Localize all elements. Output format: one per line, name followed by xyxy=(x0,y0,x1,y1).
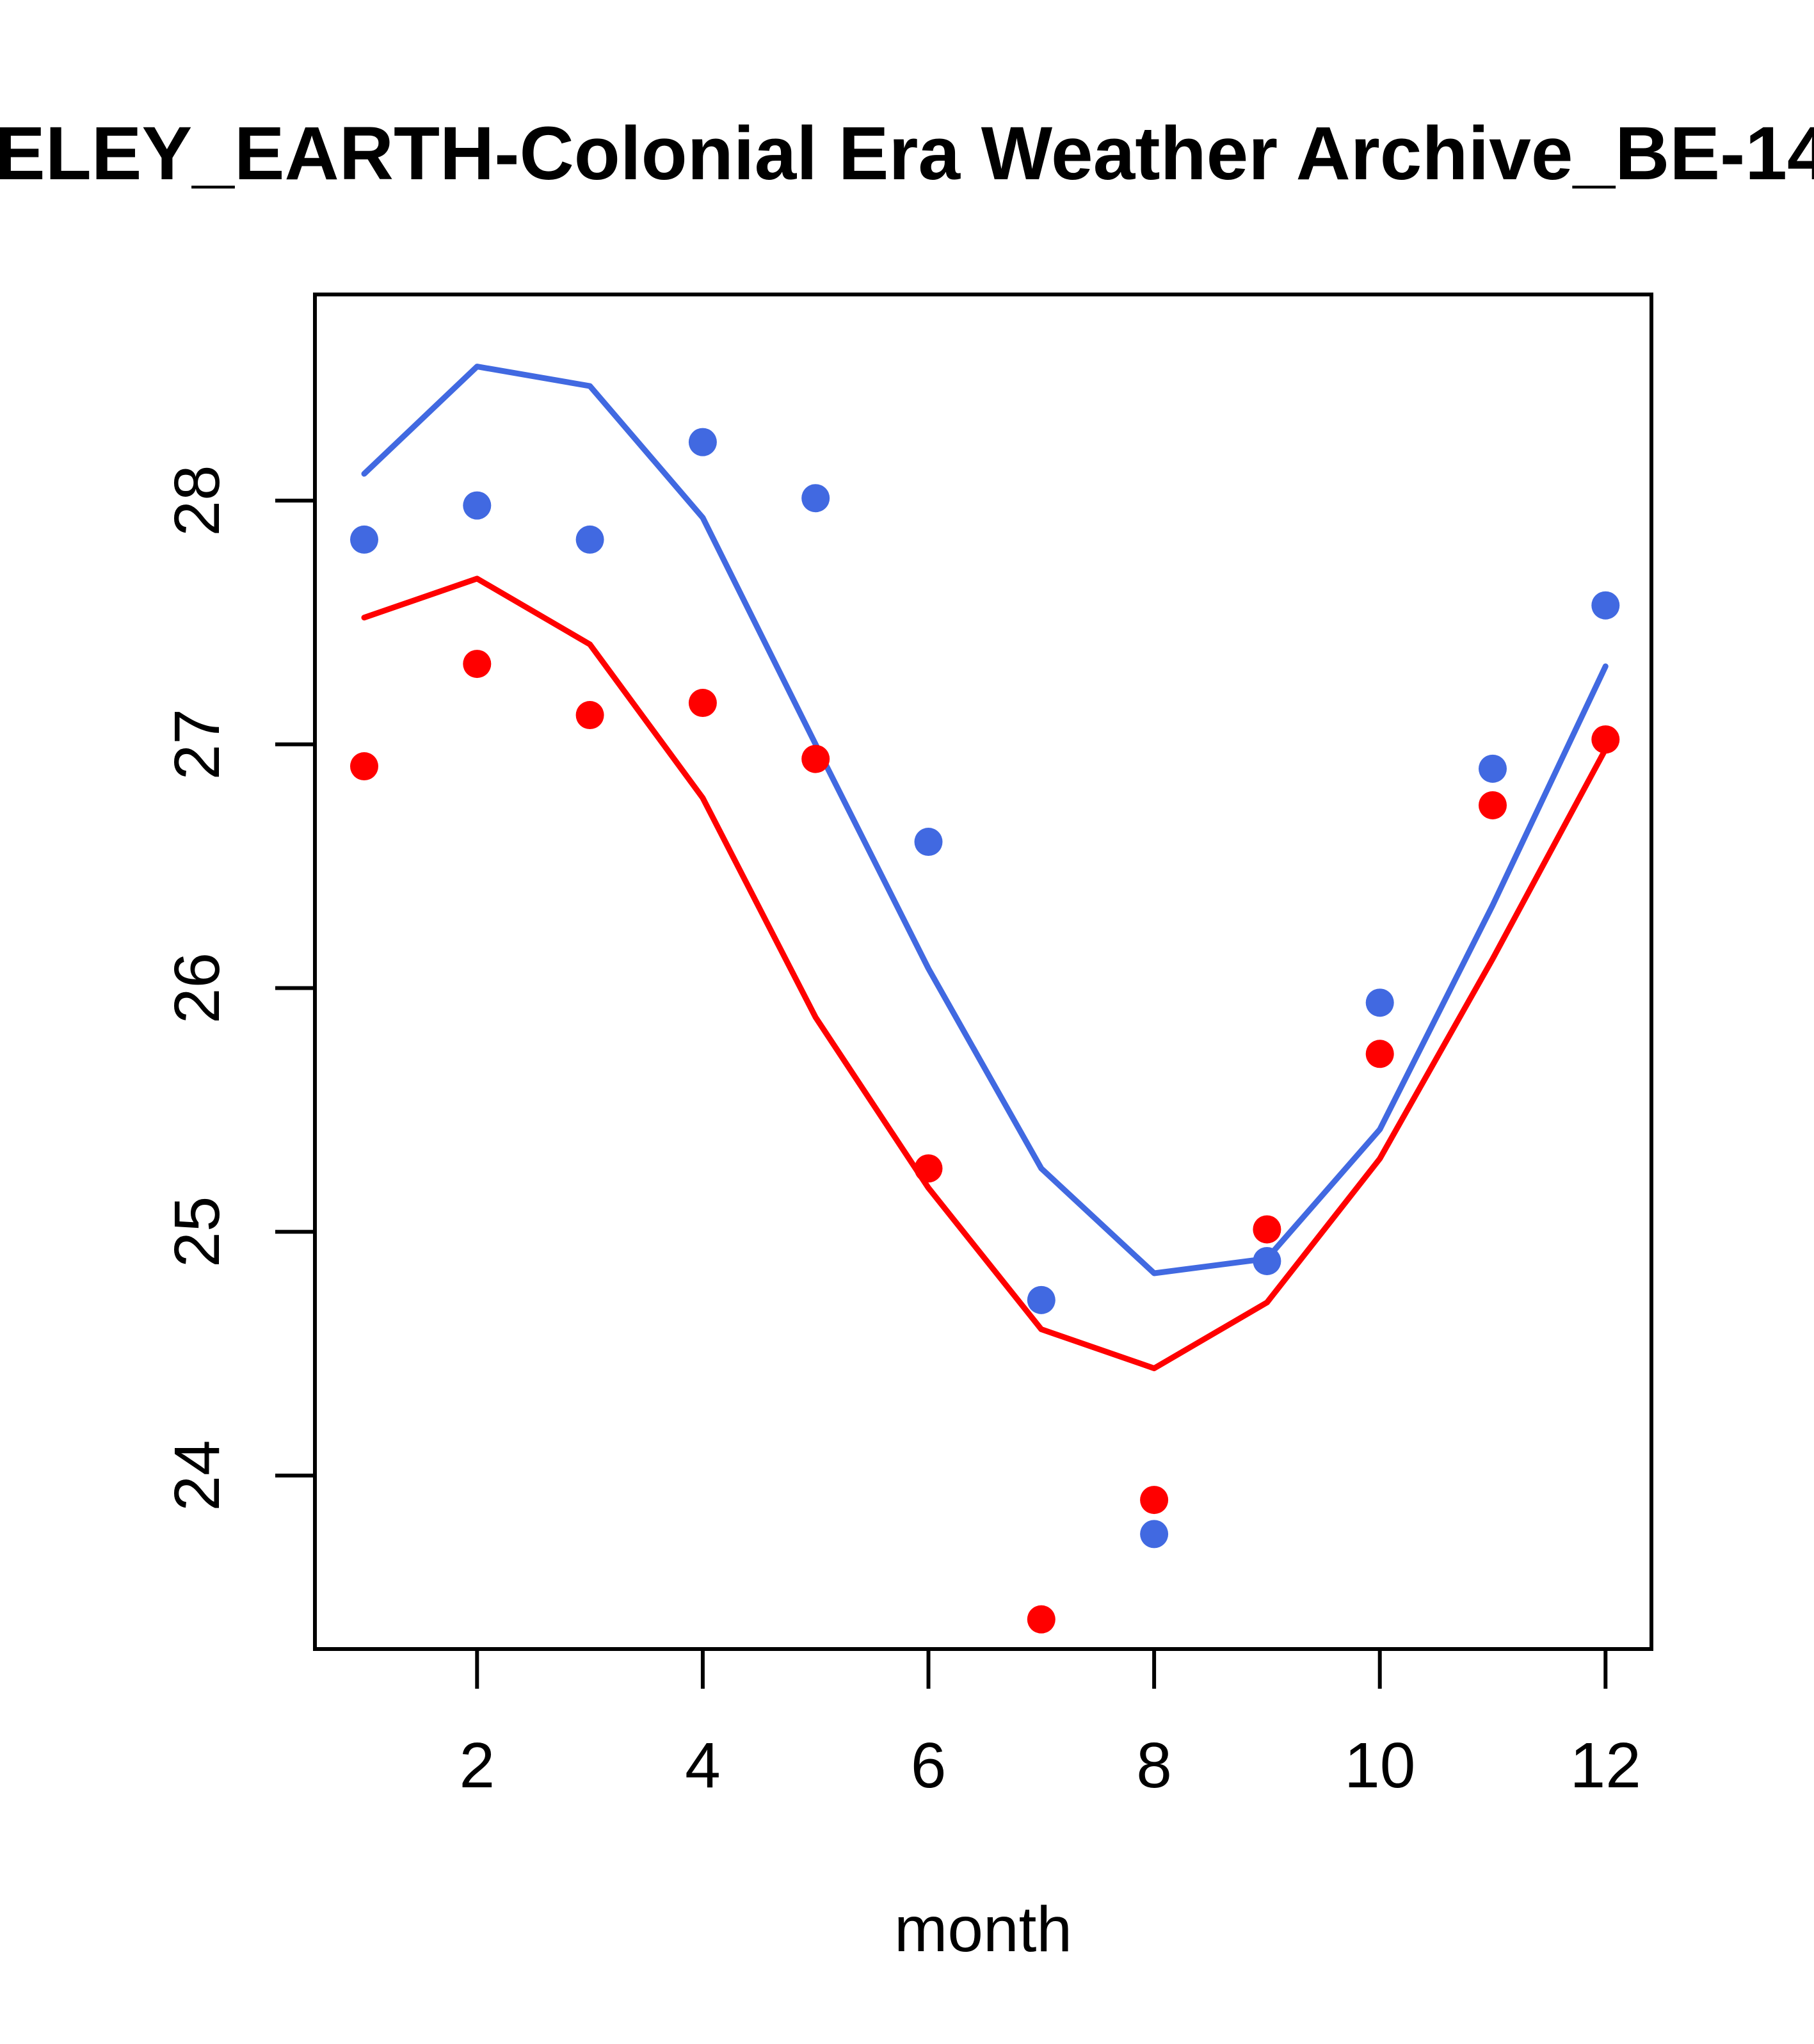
y-tick-label: 26 xyxy=(161,953,233,1024)
red-point xyxy=(914,1154,943,1183)
red-point xyxy=(463,650,492,679)
blue-line xyxy=(361,364,1609,1276)
plot-border xyxy=(313,293,1653,1651)
x-tick-label: 12 xyxy=(1570,1730,1641,1801)
red-point xyxy=(1479,791,1507,819)
x-tick-label: 2 xyxy=(459,1730,495,1801)
red-point xyxy=(1365,1040,1394,1068)
y-tick-label: 25 xyxy=(161,1196,233,1267)
red-point xyxy=(688,689,717,718)
blue-point xyxy=(1591,591,1620,620)
blue-point xyxy=(350,525,378,554)
blue-point xyxy=(914,828,943,857)
x-tick-label: 10 xyxy=(1344,1730,1415,1801)
red-point xyxy=(1591,725,1620,754)
blue-point xyxy=(801,484,830,513)
y-tick-label: 28 xyxy=(161,465,233,536)
x-tick-label: 8 xyxy=(1136,1730,1172,1801)
red-point xyxy=(801,744,830,773)
x-tick-label: 4 xyxy=(685,1730,721,1801)
blue-point xyxy=(575,525,604,554)
chart-title: ELEY_EARTH-Colonial Era Weather Archive_… xyxy=(0,111,1814,196)
blue-point xyxy=(1253,1246,1281,1275)
red-point xyxy=(1140,1486,1169,1515)
blue-point xyxy=(1365,988,1394,1017)
blue-point xyxy=(1479,754,1507,783)
red-line xyxy=(361,575,1609,1371)
red-point xyxy=(350,752,378,781)
series-layer xyxy=(350,364,1620,1634)
red-point xyxy=(575,701,604,730)
y-tick-label: 27 xyxy=(161,709,233,780)
x-tick-label: 6 xyxy=(911,1730,947,1801)
red-point xyxy=(1253,1215,1281,1244)
labels-layer: month xyxy=(894,1894,1072,1965)
red-point xyxy=(1027,1605,1055,1634)
x-axis-title: month xyxy=(894,1894,1072,1965)
blue-point xyxy=(1027,1285,1055,1314)
blue-point xyxy=(688,428,717,456)
blue-point xyxy=(1140,1520,1169,1549)
blue-point xyxy=(463,491,492,520)
y-tick-label: 24 xyxy=(161,1440,233,1511)
